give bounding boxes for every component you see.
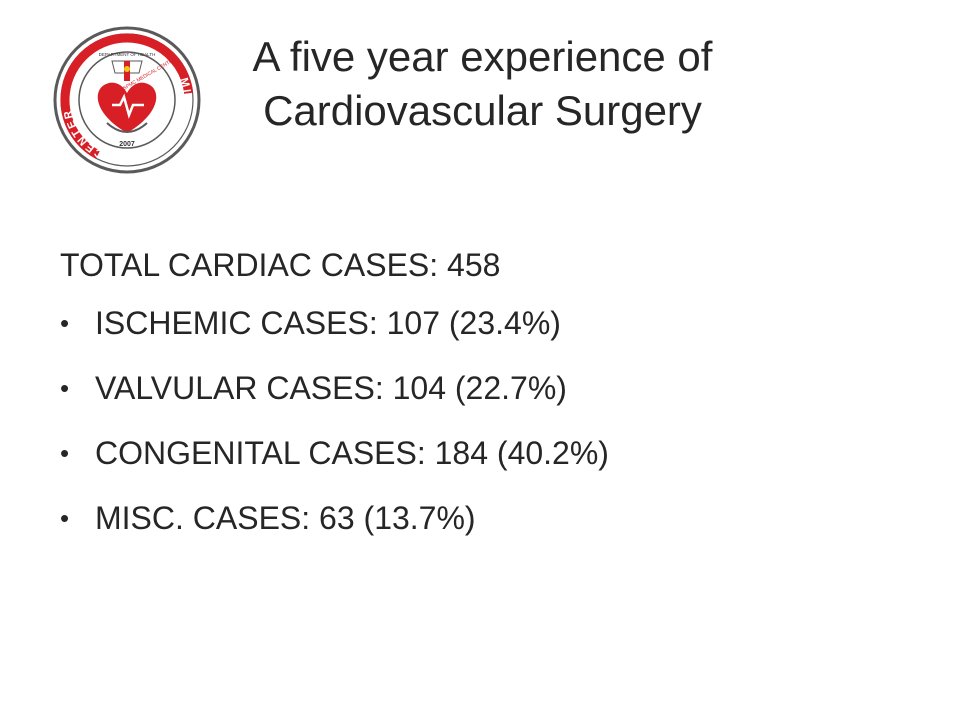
logo-year: 2007 — [119, 141, 135, 148]
bullet-icon: • — [60, 438, 70, 468]
list-item: • VALVULAR CASES: 104 (22.7%) — [60, 365, 900, 411]
list-item-text: VALVULAR CASES: 104 (22.7%) — [95, 370, 567, 406]
title-line-2: Cardiovascular Surgery — [263, 87, 702, 134]
list-item: • MISC. CASES: 63 (13.7%) — [60, 495, 900, 541]
bullet-icon: • — [60, 503, 70, 533]
total-cases: TOTAL CARDIAC CASES: 458 — [60, 247, 501, 283]
list-item-text: ISCHEMIC CASES: 107 (23.4%) — [95, 305, 561, 341]
list-item-text: CONGENITAL CASES: 184 (40.2%) — [95, 435, 609, 471]
list-item-text: MISC. CASES: 63 (13.7%) — [95, 500, 476, 536]
case-list: • ISCHEMIC CASES: 107 (23.4%) • VALVULAR… — [60, 300, 900, 541]
slide-body: TOTAL CARDIAC CASES: 458 • ISCHEMIC CASE… — [60, 240, 900, 560]
bullet-icon: • — [60, 373, 70, 403]
bullet-icon: • — [60, 308, 70, 338]
title-line-1: A five year experience of — [252, 33, 713, 80]
logo-top-text: DEPARTMENT OF HEALTH — [99, 52, 156, 57]
list-item: • ISCHEMIC CASES: 107 (23.4%) — [60, 300, 900, 346]
mindanao-heart-center-seal-icon: MINDANAO HEART CENTER DEPARTMENT OF HEAL… — [53, 26, 201, 174]
list-item: • CONGENITAL CASES: 184 (40.2%) — [60, 430, 900, 476]
slide-title: A five year experience of Cardiovascular… — [205, 30, 760, 138]
